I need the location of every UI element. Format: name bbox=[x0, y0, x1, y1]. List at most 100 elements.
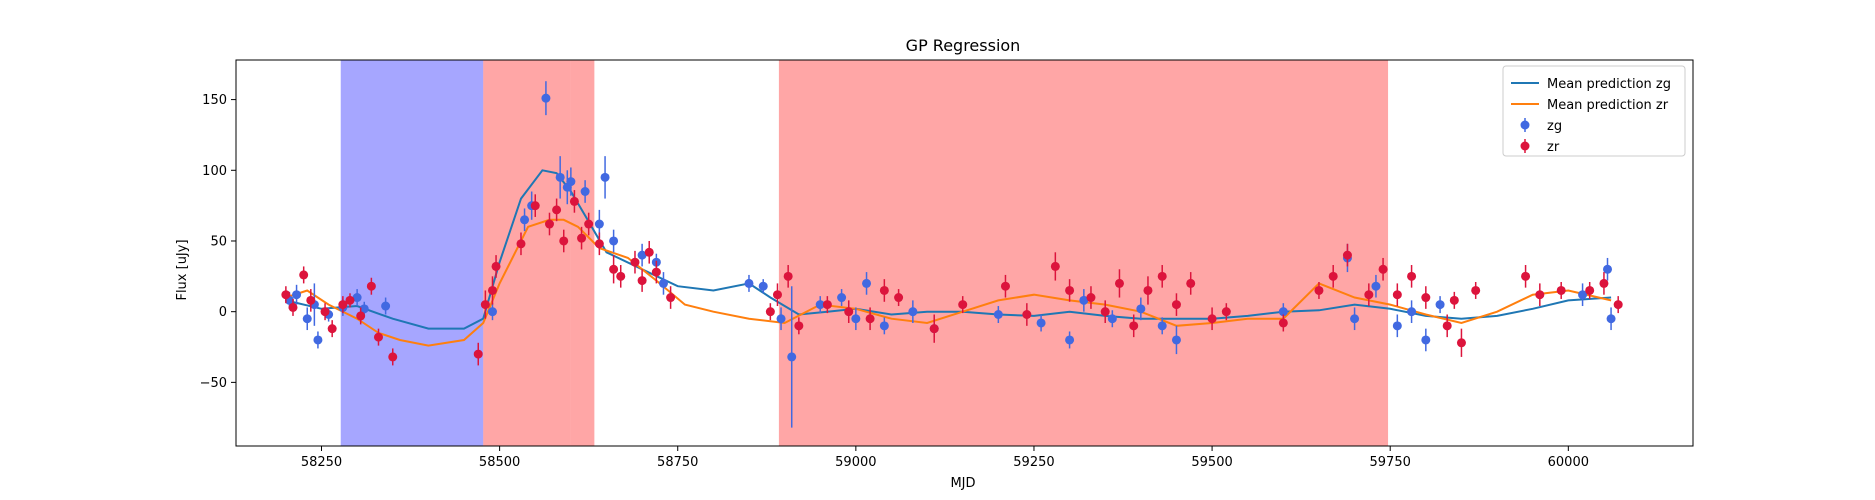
data-point-zr-10 bbox=[366, 277, 376, 295]
data-point-zr-64 bbox=[1392, 283, 1402, 307]
data-point-zg-41 bbox=[1136, 297, 1146, 321]
data-point-zr-35 bbox=[783, 265, 793, 288]
data-point-zr-3 bbox=[299, 266, 309, 284]
data-point-zr-50 bbox=[1114, 269, 1124, 298]
shaded-region-3 bbox=[570, 60, 595, 446]
data-point-zr-67 bbox=[1442, 314, 1452, 338]
data-point-zg-18 bbox=[580, 180, 590, 203]
data-point-zr-60 bbox=[1328, 265, 1338, 288]
data-point-zg-14 bbox=[541, 81, 551, 116]
legend-item-2: Mean prediction zr bbox=[1511, 98, 1669, 113]
y-tick-label: −50 bbox=[200, 376, 227, 391]
line-series-2 bbox=[285, 218, 1612, 347]
data-point-zr-12 bbox=[388, 348, 398, 366]
data-point-zr-13 bbox=[473, 342, 483, 366]
plot-frame bbox=[235, 59, 1694, 447]
data-point-zr-74 bbox=[1585, 281, 1595, 299]
data-point-zr-44 bbox=[1000, 274, 1010, 298]
legend-item-1: Mean prediction zg bbox=[1511, 77, 1671, 92]
data-point-zr-38 bbox=[844, 300, 854, 323]
legend-label: Mean prediction zr bbox=[1547, 98, 1669, 113]
data-point-zr-65 bbox=[1407, 265, 1417, 288]
data-point-zr-22 bbox=[569, 190, 579, 213]
x-tick-label: 59500 bbox=[1191, 455, 1232, 470]
x-tick-label: 59250 bbox=[1013, 455, 1054, 470]
data-point-zr-53 bbox=[1157, 265, 1167, 288]
x-tick-label: 59000 bbox=[835, 455, 876, 470]
data-point-zr-33 bbox=[765, 303, 775, 321]
data-point-zr-37 bbox=[822, 296, 832, 314]
data-point-zg-49 bbox=[1407, 300, 1417, 323]
data-point-zg-36 bbox=[993, 306, 1003, 323]
legend-label: zg bbox=[1547, 119, 1562, 134]
data-point-zr-14 bbox=[480, 290, 490, 319]
data-point-zr-2 bbox=[288, 298, 298, 316]
data-point-zr-31 bbox=[651, 260, 661, 284]
data-point-zr-11 bbox=[373, 328, 383, 346]
data-point-zr-9 bbox=[356, 307, 366, 325]
data-point-zg-26 bbox=[758, 279, 768, 294]
data-point-zr-20 bbox=[552, 198, 562, 222]
data-point-zr-36 bbox=[794, 317, 804, 335]
data-point-zr-6 bbox=[327, 320, 337, 338]
data-point-zr-15 bbox=[487, 276, 497, 305]
data-point-zr-8 bbox=[345, 293, 355, 308]
data-point-zg-20 bbox=[600, 156, 610, 199]
shaded-region-4 bbox=[778, 60, 1389, 446]
data-point-zr-30 bbox=[644, 240, 654, 264]
data-point-zr-23 bbox=[577, 226, 587, 250]
data-point-zr-18 bbox=[530, 194, 540, 217]
data-point-zg-31 bbox=[851, 307, 861, 331]
data-point-zg-33 bbox=[879, 317, 889, 335]
data-point-zr-48 bbox=[1086, 286, 1096, 309]
data-point-zg-43 bbox=[1171, 325, 1181, 355]
x-tick-label: 58500 bbox=[479, 455, 520, 470]
data-point-zr-39 bbox=[865, 307, 875, 331]
data-point-zr-16 bbox=[491, 255, 501, 278]
data-point-zg-47 bbox=[1371, 274, 1381, 298]
data-point-zg-17 bbox=[566, 167, 576, 196]
data-point-zr-59 bbox=[1314, 281, 1324, 299]
data-point-zg-28 bbox=[787, 286, 797, 428]
data-point-zg-2 bbox=[292, 284, 302, 305]
data-point-zr-24 bbox=[584, 212, 594, 236]
data-points bbox=[281, 81, 1623, 428]
y-axis: −50 0 50 100 150 bbox=[200, 93, 236, 391]
x-tick-label: 58250 bbox=[301, 455, 342, 470]
y-tick-label: 0 bbox=[219, 305, 227, 320]
data-point-zg-24 bbox=[658, 272, 668, 295]
data-point-zg-22 bbox=[637, 243, 647, 267]
data-point-zg-46 bbox=[1350, 307, 1360, 331]
data-point-zr-70 bbox=[1471, 281, 1481, 299]
data-point-zr-19 bbox=[544, 212, 554, 236]
data-point-zr-25 bbox=[594, 232, 604, 256]
y-tick-label: 150 bbox=[202, 93, 227, 108]
data-point-zg-48 bbox=[1392, 314, 1402, 338]
y-tick-label: 50 bbox=[210, 234, 227, 249]
legend-item-3: zg bbox=[1520, 118, 1562, 134]
shaded-region-2 bbox=[483, 60, 571, 446]
data-point-zg-38 bbox=[1065, 331, 1075, 349]
data-point-zr-51 bbox=[1129, 314, 1139, 338]
data-point-zg-8 bbox=[352, 289, 362, 307]
data-point-zr-58 bbox=[1278, 314, 1288, 332]
data-point-zr-4 bbox=[306, 289, 316, 312]
data-point-zg-30 bbox=[837, 289, 847, 307]
data-point-zr-47 bbox=[1065, 279, 1075, 302]
data-point-zg-27 bbox=[776, 307, 786, 331]
x-tick-label: 59750 bbox=[1370, 455, 1411, 470]
data-point-zg-34 bbox=[908, 300, 918, 323]
data-point-zr-45 bbox=[1022, 303, 1032, 326]
data-point-zg-21 bbox=[609, 229, 619, 253]
data-point-zr-69 bbox=[1456, 328, 1466, 357]
chart-title: GP Regression bbox=[906, 36, 1021, 55]
data-point-zg-54 bbox=[1606, 307, 1616, 331]
data-point-zr-42 bbox=[929, 314, 939, 343]
data-point-zr-1 bbox=[281, 286, 291, 304]
data-point-zr-5 bbox=[320, 303, 330, 321]
data-point-zr-21 bbox=[559, 229, 569, 253]
data-point-zr-61 bbox=[1342, 243, 1352, 267]
data-point-zg-32 bbox=[862, 272, 872, 295]
shaded-regions bbox=[340, 60, 1389, 446]
data-point-zr-54 bbox=[1171, 293, 1181, 316]
